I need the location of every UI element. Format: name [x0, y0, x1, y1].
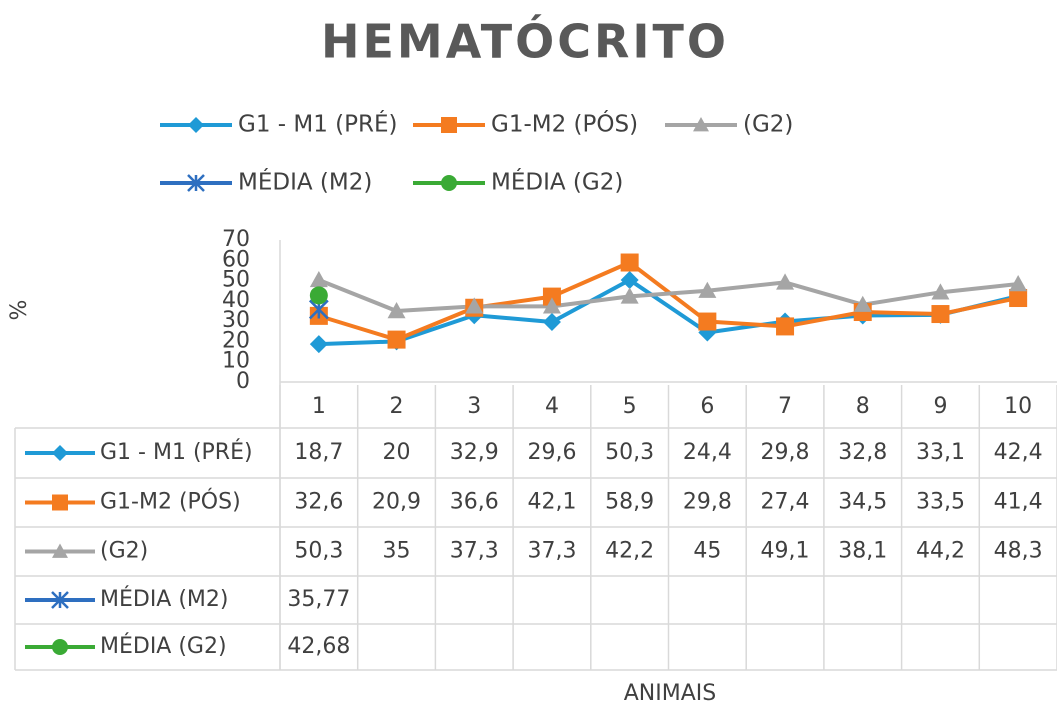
marker — [1009, 289, 1028, 308]
table-value: 32,8 — [838, 440, 887, 465]
table-value: 35 — [383, 539, 411, 564]
x-tick-label: 2 — [390, 394, 404, 419]
table-value: 50,3 — [294, 539, 343, 564]
x-tick-label: 3 — [467, 394, 481, 419]
table-value: 27,4 — [761, 490, 810, 515]
legend-marker — [693, 117, 709, 132]
y-tick-label: 40 — [222, 288, 250, 313]
table-value: 42,1 — [527, 490, 576, 515]
series-line — [318, 277, 1019, 347]
marker — [309, 286, 328, 305]
table-value: 58,9 — [605, 490, 654, 515]
table-value: 33,1 — [916, 440, 965, 465]
table-value: 33,5 — [916, 490, 965, 515]
legend-marker — [441, 117, 457, 133]
table-value: 20 — [383, 440, 411, 465]
marker — [465, 297, 484, 314]
x-tick-label: 8 — [856, 394, 870, 419]
table-value: 29,6 — [527, 440, 576, 465]
legend-marker — [188, 117, 204, 133]
y-axis-label: % — [7, 300, 32, 321]
x-tick-label: 5 — [623, 394, 637, 419]
table-value: 29,8 — [683, 490, 732, 515]
legend-label: G1 - M1 (PRÉ) — [238, 110, 398, 138]
y-tick-label: 60 — [222, 247, 250, 272]
marker — [387, 302, 406, 319]
legend-label: (G2) — [743, 112, 793, 138]
table-value: 24,4 — [683, 440, 732, 465]
legend-label: MÉDIA (G2) — [491, 168, 623, 196]
marker — [853, 295, 872, 312]
table-value: 36,6 — [450, 490, 499, 515]
marker — [698, 312, 717, 331]
y-tick-label: 50 — [222, 268, 250, 293]
table-value: 42,68 — [287, 634, 350, 659]
table-value: 35,77 — [287, 587, 350, 612]
legend-marker — [51, 591, 69, 609]
marker — [620, 287, 639, 304]
y-tick-label: 0 — [236, 369, 250, 394]
table-value: 42,4 — [994, 440, 1043, 465]
marker — [1009, 275, 1028, 292]
x-tick-label: 1 — [312, 394, 326, 419]
x-tick-label: 6 — [700, 394, 714, 419]
table-series-name: G1-M2 (PÓS) — [100, 489, 241, 515]
marker — [309, 270, 328, 288]
x-tick-label: 4 — [545, 394, 559, 419]
table-value: 29,8 — [761, 440, 810, 465]
legend-marker — [52, 543, 68, 558]
legend-marker — [52, 494, 68, 511]
marker — [620, 270, 639, 289]
table-value: 48,3 — [994, 539, 1043, 564]
legend-marker — [187, 174, 205, 192]
table-value: 32,9 — [450, 440, 499, 465]
table-value: 45 — [693, 539, 721, 564]
table-value: 20,9 — [372, 490, 421, 515]
marker — [931, 283, 950, 300]
marker — [698, 281, 717, 298]
marker — [542, 312, 561, 331]
legend-label: G1-M2 (PÓS) — [491, 110, 638, 138]
table-series-name: (G2) — [100, 539, 148, 564]
y-tick-label: 20 — [222, 328, 250, 353]
table-value: 41,4 — [994, 490, 1043, 515]
table-value: 34,5 — [838, 490, 887, 515]
series-line — [318, 260, 1019, 342]
marker — [931, 305, 950, 324]
marker — [542, 297, 561, 314]
y-tick-label: 10 — [222, 349, 250, 374]
chart-title: HEMATÓCRITO — [321, 15, 729, 69]
x-tick-label: 7 — [778, 394, 792, 419]
table-value: 44,2 — [916, 539, 965, 564]
table-value: 37,3 — [527, 539, 576, 564]
table-series-name: MÉDIA (M2) — [100, 586, 229, 612]
legend-label: MÉDIA (M2) — [238, 168, 372, 196]
x-tick-label: 10 — [1004, 394, 1032, 419]
legend-marker — [52, 639, 68, 655]
marker — [620, 253, 639, 272]
legend-marker — [441, 175, 457, 191]
x-axis-label: ANIMAIS — [624, 681, 716, 706]
table-value: 49,1 — [761, 539, 810, 564]
x-tick-label: 9 — [933, 394, 947, 419]
table-series-name: G1 - M1 (PRÉ) — [100, 439, 253, 465]
legend-marker — [52, 445, 68, 461]
table-value: 18,7 — [294, 440, 343, 465]
marker — [776, 317, 795, 336]
marker — [387, 330, 406, 349]
table-series-name: MÉDIA (G2) — [100, 633, 227, 659]
table-value: 32,6 — [294, 490, 343, 515]
table-value: 50,3 — [605, 440, 654, 465]
table-value: 37,3 — [450, 539, 499, 564]
marker — [542, 287, 561, 306]
marker — [309, 335, 328, 354]
y-tick-label: 70 — [222, 227, 250, 252]
table-value: 38,1 — [838, 539, 887, 564]
table-value: 42,2 — [605, 539, 654, 564]
series-line — [318, 278, 1019, 313]
y-tick-label: 30 — [222, 308, 250, 333]
marker — [776, 273, 795, 290]
